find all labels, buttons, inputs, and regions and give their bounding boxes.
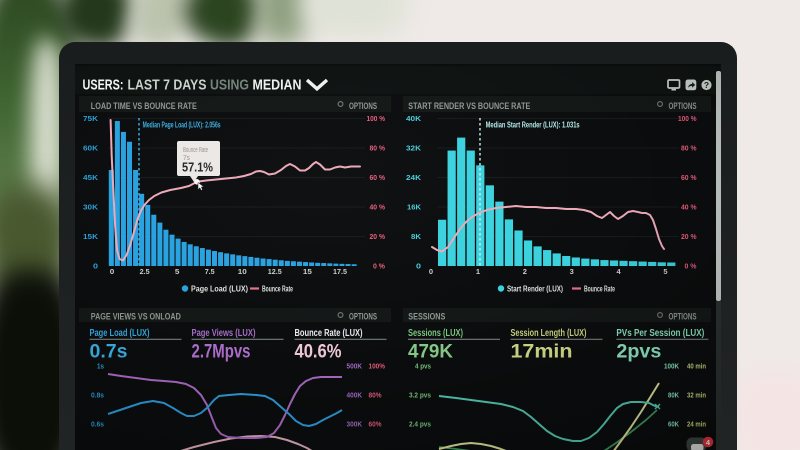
- svg-text:12.5: 12.5: [268, 267, 282, 276]
- svg-text:2pvs: 2pvs: [616, 341, 661, 363]
- svg-text:0: 0: [93, 262, 98, 271]
- svg-text:15: 15: [303, 267, 312, 276]
- svg-text:Sessions (LUX): Sessions (LUX): [408, 328, 463, 339]
- svg-text:Bounce Rate: Bounce Rate: [584, 285, 615, 294]
- svg-text:OPTIONS: OPTIONS: [669, 101, 697, 112]
- svg-text:60%: 60%: [369, 420, 382, 429]
- svg-text:400K: 400K: [347, 391, 363, 400]
- svg-text:Page Load (LUX): Page Load (LUX): [191, 285, 248, 294]
- svg-text:80%: 80%: [369, 391, 382, 400]
- svg-text:80K: 80K: [668, 391, 679, 400]
- svg-text:4: 4: [617, 267, 622, 276]
- svg-text:Bounce Rate: Bounce Rate: [183, 147, 208, 154]
- svg-text:60K: 60K: [668, 420, 679, 429]
- svg-text:Bounce Rate: Bounce Rate: [262, 285, 293, 294]
- svg-text:57.1%: 57.1%: [182, 161, 213, 175]
- svg-text:0.6s: 0.6s: [91, 420, 104, 429]
- svg-text:17min: 17min: [511, 341, 573, 363]
- svg-text:1s: 1s: [97, 362, 104, 371]
- svg-text:60 %: 60 %: [370, 173, 386, 182]
- svg-text:40 min: 40 min: [687, 362, 706, 371]
- svg-text:10: 10: [238, 267, 247, 276]
- svg-text:USING: USING: [210, 77, 249, 93]
- svg-text:?: ?: [704, 80, 709, 90]
- svg-text:2.5: 2.5: [140, 267, 150, 276]
- svg-text:LOAD TIME VS BOUNCE RATE: LOAD TIME VS BOUNCE RATE: [91, 101, 197, 112]
- svg-text:40 %: 40 %: [681, 203, 697, 212]
- svg-text:2: 2: [523, 267, 527, 276]
- svg-text:0 %: 0 %: [373, 262, 385, 271]
- svg-text:0 %: 0 %: [685, 262, 697, 271]
- svg-text:479K: 479K: [408, 341, 453, 363]
- svg-text:300K: 300K: [347, 420, 363, 429]
- svg-text:Session Length (LUX): Session Length (LUX): [511, 328, 587, 339]
- svg-text:80 %: 80 %: [681, 144, 697, 153]
- svg-text:0: 0: [429, 267, 433, 276]
- svg-text:3: 3: [570, 267, 574, 276]
- svg-text:OPTIONS: OPTIONS: [349, 312, 377, 323]
- svg-text:Start Render (LUX): Start Render (LUX): [507, 285, 563, 294]
- svg-text:USERS:: USERS:: [83, 77, 124, 93]
- svg-text:60 %: 60 %: [681, 173, 697, 182]
- svg-text:17.5: 17.5: [333, 267, 347, 276]
- svg-text:Median Start Render (LUX): 1.0: Median Start Render (LUX): 1.031s: [486, 121, 580, 130]
- svg-text:100 %: 100 %: [678, 114, 697, 123]
- svg-text:24 min: 24 min: [687, 420, 706, 429]
- svg-text:20 %: 20 %: [370, 232, 386, 241]
- svg-text:4 pvs: 4 pvs: [415, 362, 431, 371]
- svg-text:20 %: 20 %: [681, 232, 697, 241]
- svg-text:16K: 16K: [407, 203, 422, 212]
- svg-text:100 %: 100 %: [367, 114, 386, 123]
- svg-text:3.2 pvs: 3.2 pvs: [409, 391, 431, 400]
- svg-text:24K: 24K: [406, 173, 422, 182]
- svg-text:5: 5: [175, 267, 180, 276]
- svg-text:0.8s: 0.8s: [91, 391, 104, 400]
- svg-text:45K: 45K: [83, 173, 99, 182]
- svg-text:Bounce Rate (LUX): Bounce Rate (LUX): [295, 328, 363, 339]
- svg-text:32K: 32K: [406, 144, 422, 153]
- svg-text:15K: 15K: [83, 232, 99, 241]
- svg-text:5: 5: [663, 267, 667, 276]
- svg-text:32 min: 32 min: [687, 391, 706, 400]
- svg-text:7s: 7s: [183, 155, 190, 162]
- svg-text:30K: 30K: [83, 203, 99, 212]
- svg-text:Page Load (LUX): Page Load (LUX): [90, 328, 150, 339]
- svg-text:LAST 7 DAYS: LAST 7 DAYS: [128, 77, 207, 93]
- svg-text:0: 0: [416, 262, 421, 271]
- svg-text:OPTIONS: OPTIONS: [349, 101, 377, 112]
- svg-text:60K: 60K: [83, 144, 99, 153]
- svg-text:8K: 8K: [411, 232, 422, 241]
- svg-text:100K: 100K: [664, 362, 679, 371]
- svg-text:SESSIONS: SESSIONS: [408, 312, 445, 323]
- svg-text:OPTIONS: OPTIONS: [669, 312, 697, 323]
- svg-text:7.5: 7.5: [205, 267, 215, 276]
- svg-text:40 %: 40 %: [370, 203, 386, 212]
- svg-text:40K: 40K: [406, 114, 422, 123]
- svg-text:2.4 pvs: 2.4 pvs: [409, 420, 431, 429]
- svg-text:Page Views (LUX): Page Views (LUX): [192, 328, 256, 339]
- svg-text:100%: 100%: [369, 362, 386, 371]
- svg-text:Median Page Load (LUX): 2.056s: Median Page Load (LUX): 2.056s: [143, 121, 221, 130]
- svg-text:START RENDER VS BOUNCE RATE: START RENDER VS BOUNCE RATE: [408, 101, 530, 112]
- svg-text:80 %: 80 %: [370, 144, 386, 153]
- svg-text:75K: 75K: [83, 114, 99, 123]
- svg-text:MEDIAN: MEDIAN: [253, 77, 302, 93]
- svg-text:4: 4: [706, 438, 711, 447]
- svg-text:0: 0: [110, 267, 115, 276]
- svg-text:0.7s: 0.7s: [90, 341, 128, 363]
- svg-text:500K: 500K: [347, 362, 363, 371]
- svg-text:PVs Per Session (LUX): PVs Per Session (LUX): [616, 328, 704, 339]
- svg-text:2.7Mpvs: 2.7Mpvs: [192, 341, 251, 363]
- svg-text:PAGE VIEWS VS ONLOAD: PAGE VIEWS VS ONLOAD: [91, 312, 181, 323]
- svg-text:1: 1: [476, 267, 480, 276]
- svg-text:40.6%: 40.6%: [295, 341, 342, 363]
